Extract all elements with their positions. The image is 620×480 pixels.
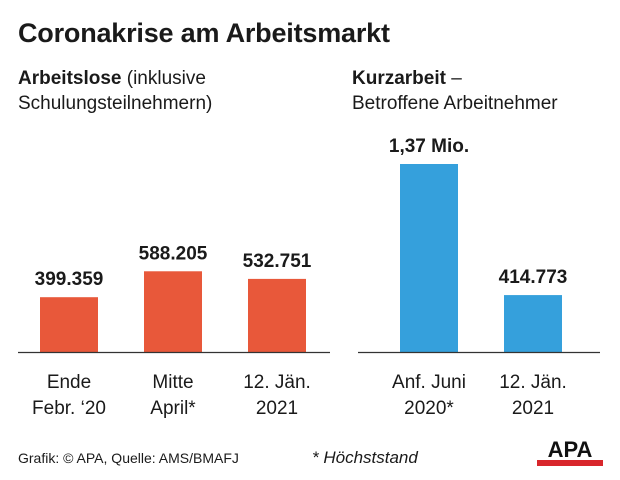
right-heading-line2: Betroffene Arbeitnehmer — [352, 93, 558, 114]
right-panel-heading: Kurzarbeit – Betroffene Arbeitnehmer — [352, 66, 558, 116]
source-credit: Grafik: © APA, Quelle: AMS/BMAFJ — [18, 450, 239, 466]
apa-logo: APA — [537, 438, 603, 466]
category-label: 12. Jän. — [499, 372, 567, 393]
category-label: Febr. ‘20 — [32, 398, 106, 419]
data-label: 588.205 — [139, 243, 208, 264]
apa-logo-text: APA — [548, 438, 593, 462]
left-panel-heading: Arbeitslose (inklusive Schulungsteilnehm… — [18, 66, 212, 116]
left-heading-line2: Schulungsteilnehmern) — [18, 93, 213, 114]
category-label: Ende — [47, 372, 91, 393]
bar — [504, 295, 562, 352]
left-heading-bold: Arbeitslose — [18, 68, 122, 89]
category-label: April* — [150, 398, 196, 419]
bar — [40, 297, 98, 352]
category-label: Mitte — [152, 372, 193, 393]
right-heading-rest: – — [445, 68, 462, 89]
data-label: 1,37 Mio. — [389, 136, 469, 157]
data-label: 532.751 — [243, 251, 312, 272]
bar — [144, 271, 202, 352]
footnote: * Höchststand — [312, 448, 418, 467]
right-heading-bold: Kurzarbeit — [352, 68, 446, 89]
apa-logo-bar — [537, 460, 603, 466]
data-label: 414.773 — [499, 267, 568, 288]
bar-chart: 399.359 Ende Febr. ‘20 588.205 Mitte April* 53… — [18, 136, 600, 419]
category-label: 2021 — [512, 398, 554, 419]
category-label: 2020* — [404, 398, 454, 419]
bar — [248, 278, 306, 352]
data-label: 399.359 — [35, 269, 104, 290]
bar — [400, 164, 458, 352]
category-label: 2021 — [256, 398, 298, 419]
category-label: 12. Jän. — [243, 372, 311, 393]
left-heading-rest: (inklusive — [121, 68, 206, 89]
chart-title: Coronakrise am Arbeitsmarkt — [18, 18, 390, 48]
category-label: Anf. Juni — [392, 372, 466, 393]
